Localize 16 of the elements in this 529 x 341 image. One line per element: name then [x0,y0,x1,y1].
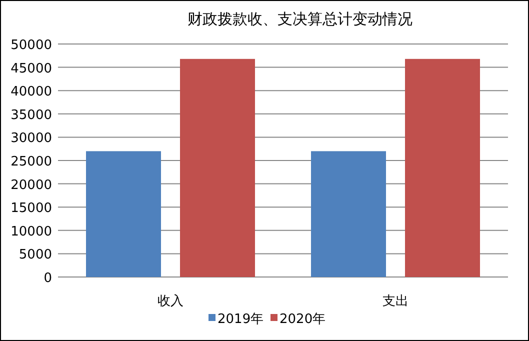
y-tick-label: 50000 [10,38,52,53]
y-tick-label: 10000 [10,224,52,240]
y-tick-label: 0 [44,271,52,286]
y-tick-label: 45000 [10,61,52,76]
y-tick-label: 30000 [10,131,52,146]
x-tick-label: 收入 [158,294,184,309]
y-tick-label: 35000 [10,108,52,123]
y-tick-label: 5000 [18,248,52,263]
chart-title: 财政拨款收、支决算总计变动情况 [188,10,412,28]
legend-label: 2020年 [280,312,326,327]
x-tick-label: 支出 [382,294,408,309]
y-tick-label: 40000 [10,84,52,100]
y-tick-label: 25000 [10,154,52,170]
y-tick-label: 15000 [10,201,52,216]
y-tick-label: 20000 [10,178,52,193]
legend-label: 2019年 [218,312,264,327]
